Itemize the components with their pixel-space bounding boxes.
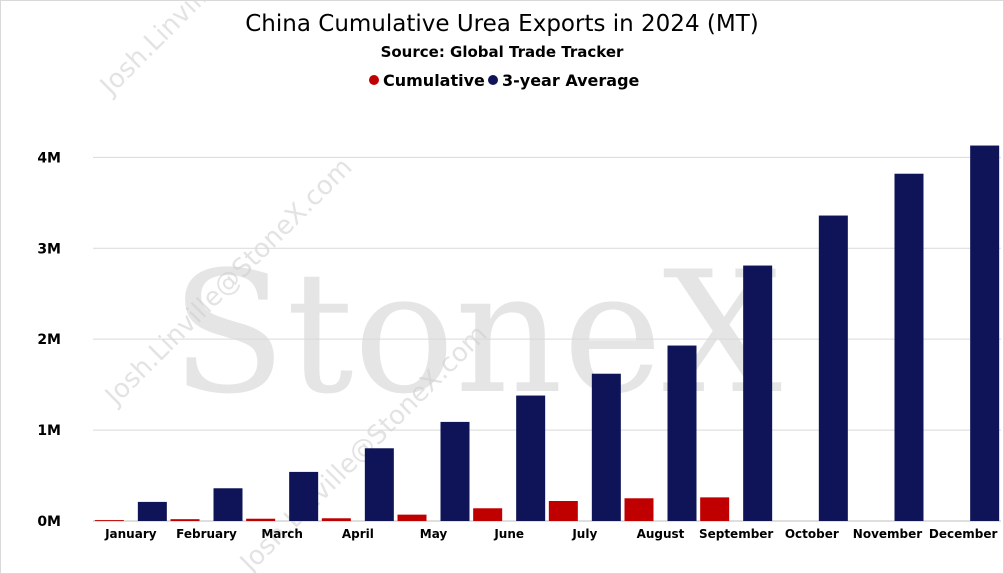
x-tick-label: February — [176, 527, 237, 541]
legend: Cumulative 3-year Average — [369, 71, 640, 90]
bar-cumulative — [473, 508, 503, 521]
x-tick-label: September — [699, 527, 773, 541]
x-axis: January February March April May June July Augu… — [104, 527, 997, 541]
x-tick-label: March — [261, 527, 303, 541]
bar-3-year-average — [516, 395, 546, 521]
chart-subtitle: Source: Global Trade Tracker — [381, 43, 624, 61]
bar-3-year-average — [818, 215, 848, 521]
bar-3-year-average — [667, 345, 697, 521]
legend-marker-cumulative — [369, 75, 379, 85]
y-tick-label: 3M — [37, 241, 61, 257]
y-tick-label: 2M — [37, 332, 61, 348]
y-axis: 0M 1M 2M 3M 4M — [37, 150, 61, 530]
x-tick-label: December — [929, 527, 998, 541]
y-tick-label: 0M — [37, 514, 61, 530]
bar-cumulative — [397, 514, 427, 521]
x-tick-label: January — [104, 527, 157, 541]
legend-label-3-year-average: 3-year Average — [502, 71, 640, 90]
bar-cumulative — [246, 518, 276, 521]
bar-cumulative — [548, 501, 578, 521]
bar-3-year-average — [289, 471, 319, 521]
bar-3-year-average — [591, 373, 621, 521]
bar-3-year-average — [970, 145, 1000, 521]
bar-cumulative — [321, 518, 351, 521]
bar-cumulative — [700, 497, 730, 521]
x-tick-label: August — [637, 527, 685, 541]
bar-3-year-average — [213, 488, 243, 521]
x-tick-label: April — [342, 527, 374, 541]
x-tick-label: November — [853, 527, 922, 541]
bar-cumulative — [624, 498, 654, 521]
bar-3-year-average — [894, 173, 924, 521]
x-tick-label: May — [420, 527, 448, 541]
y-tick-label: 1M — [37, 423, 61, 439]
x-tick-label: July — [571, 527, 597, 541]
x-tick-label: June — [493, 527, 524, 541]
legend-marker-3-year-average — [488, 75, 498, 85]
bar-3-year-average — [137, 501, 167, 521]
bar-3-year-average — [364, 448, 394, 521]
x-tick-label: October — [785, 527, 839, 541]
bar-3-year-average — [440, 421, 470, 521]
bars — [94, 145, 1000, 521]
y-tick-label: 4M — [37, 150, 61, 166]
bar-cumulative — [170, 519, 200, 521]
bar-3-year-average — [743, 265, 773, 521]
bar-cumulative — [94, 520, 124, 521]
legend-label-cumulative: Cumulative — [383, 71, 485, 90]
grid-lines — [93, 156, 1001, 522]
chart-title: China Cumulative Urea Exports in 2024 (M… — [245, 11, 758, 37]
